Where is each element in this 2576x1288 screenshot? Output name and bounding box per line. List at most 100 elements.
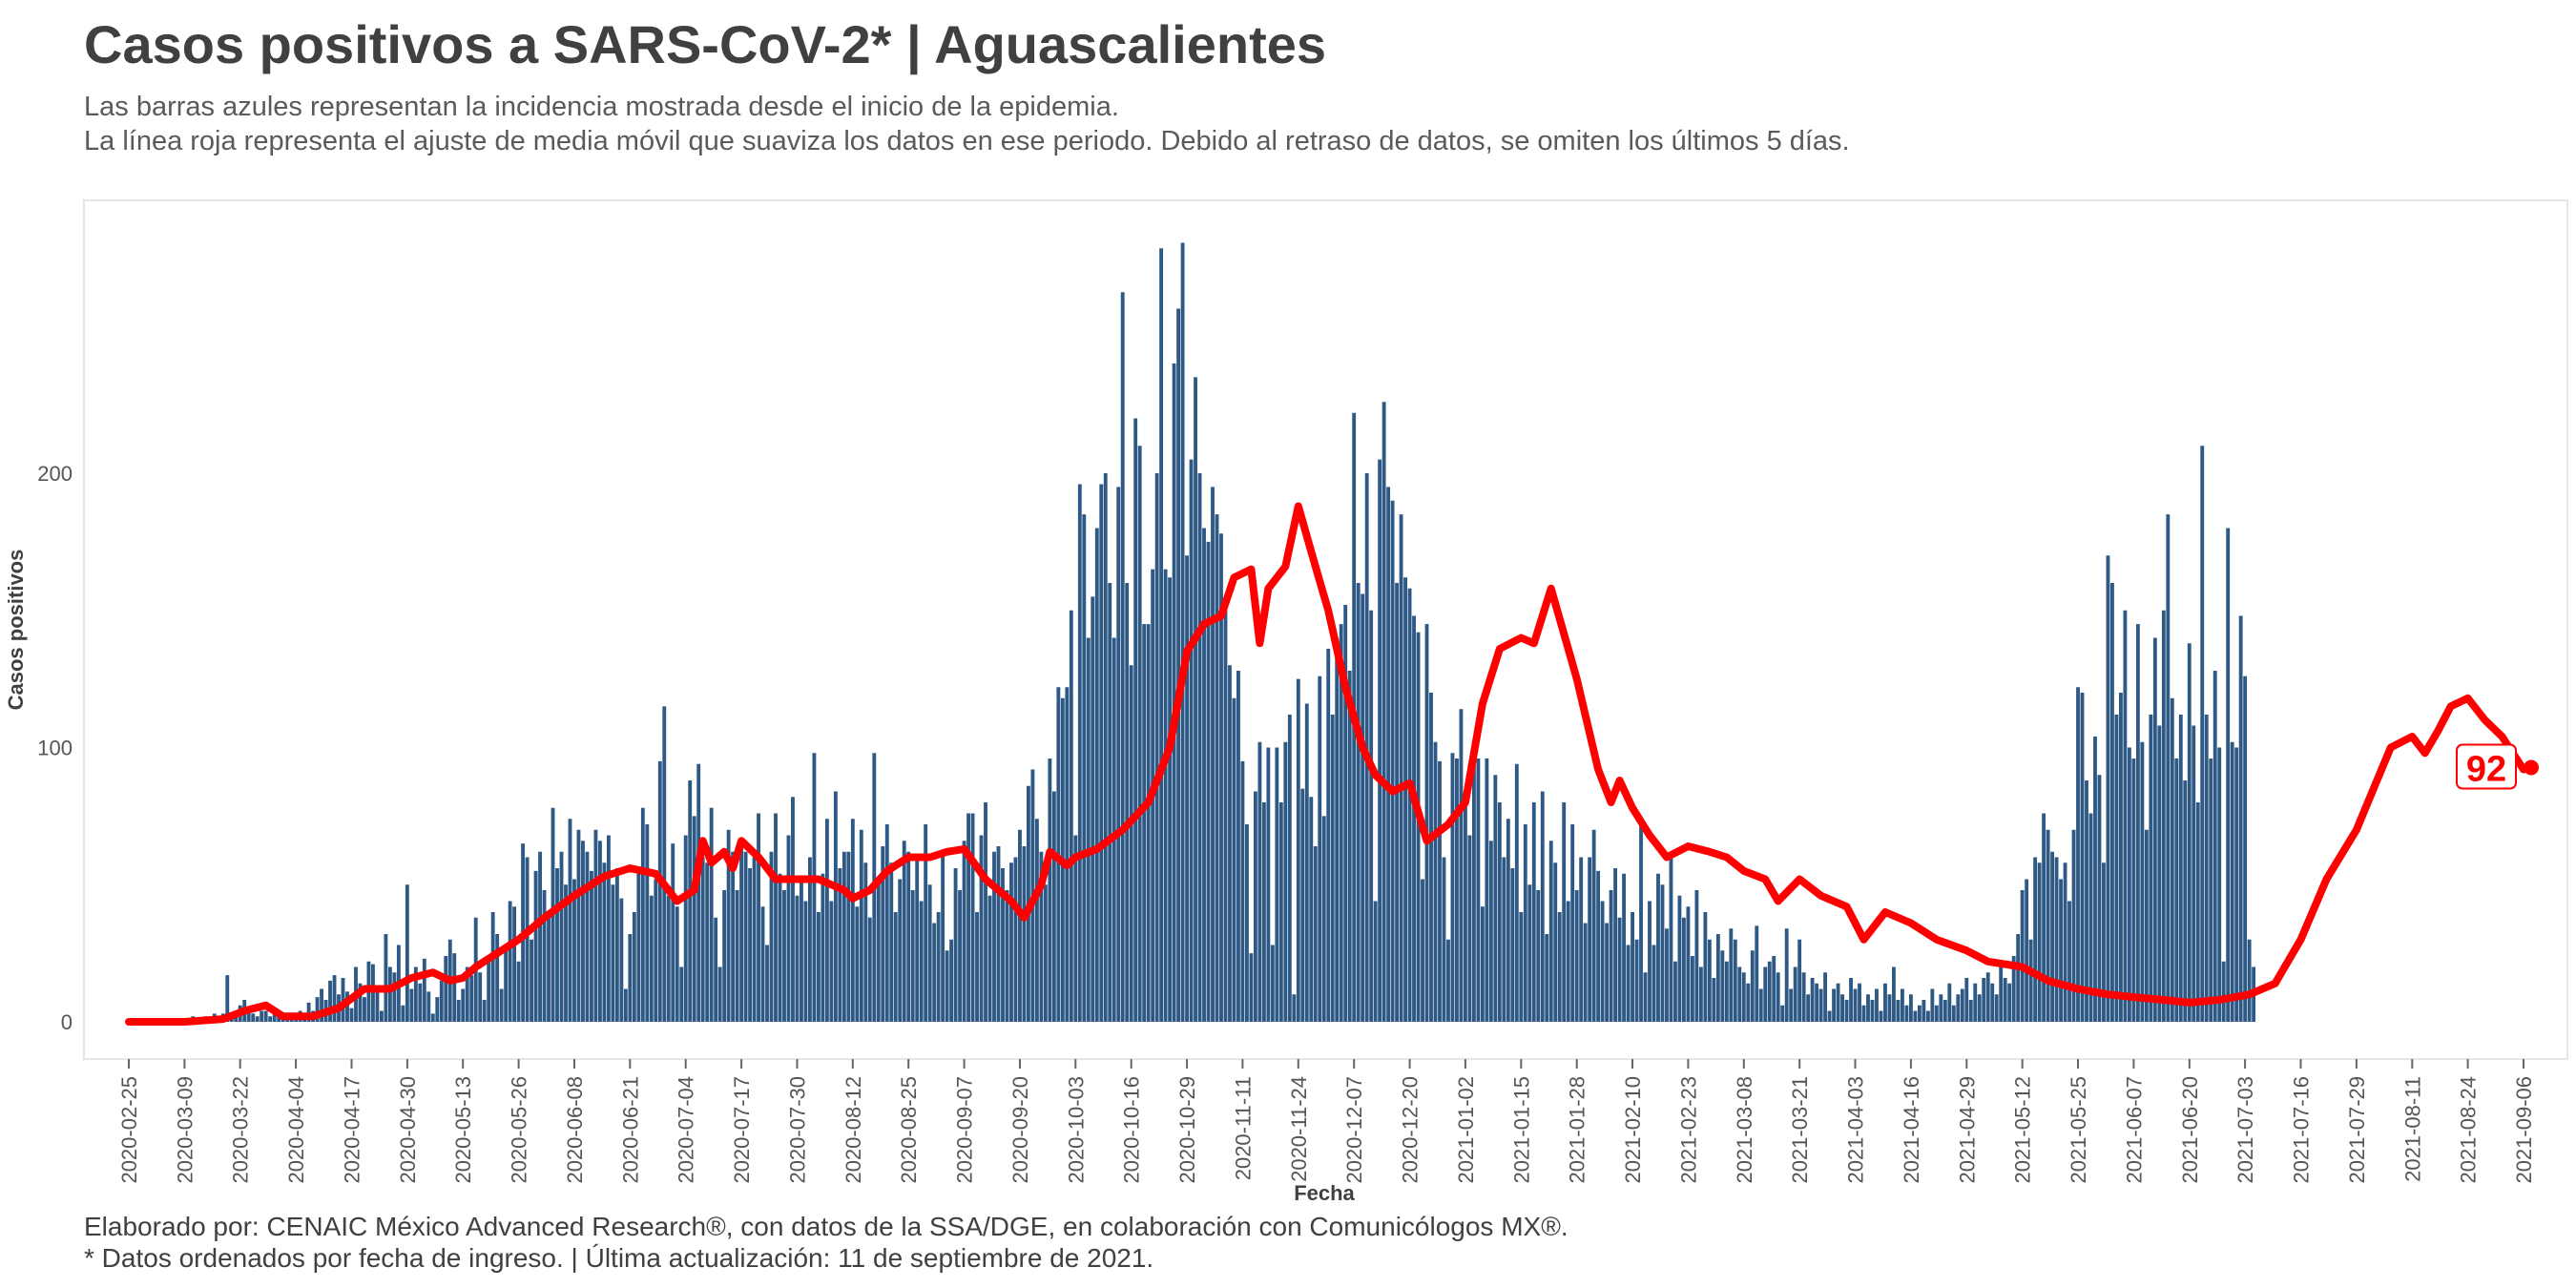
bar (654, 879, 658, 1022)
x-tick-label: 2020-02-25 (117, 1076, 141, 1184)
bar (1399, 514, 1403, 1023)
bar (538, 851, 542, 1022)
bar (824, 819, 829, 1022)
bar (774, 813, 778, 1022)
bar (1750, 950, 1755, 1022)
bar (1609, 890, 1613, 1022)
bar (1626, 945, 1631, 1022)
bar (512, 906, 517, 1022)
bar (760, 906, 765, 1022)
bar (945, 950, 949, 1022)
bar (628, 934, 633, 1022)
bar (2011, 956, 2016, 1022)
bar (1605, 923, 1610, 1022)
bar (1901, 988, 1904, 1022)
bar (1086, 637, 1091, 1022)
bar (1424, 624, 1429, 1023)
bar (1395, 583, 1400, 1022)
x-tick-label: 2020-04-17 (341, 1076, 364, 1184)
bar (833, 791, 838, 1022)
bar (1228, 665, 1232, 1022)
bar (1548, 841, 1553, 1022)
bar (452, 953, 457, 1023)
x-tick-label: 2020-06-08 (563, 1076, 587, 1184)
bar (1476, 758, 1481, 1022)
bar (1793, 966, 1797, 1022)
bar (2170, 697, 2174, 1022)
x-axis-title: Fecha (1294, 1181, 1355, 1205)
x-tick-label: 2020-05-26 (508, 1076, 531, 1184)
bar (1292, 994, 1297, 1022)
bar (371, 964, 375, 1023)
bar (2187, 643, 2192, 1022)
bar (525, 857, 530, 1022)
bar (1176, 308, 1181, 1022)
chart-subtitle-line-1: Las barras azules representan la inciden… (84, 92, 1119, 122)
bar (1698, 966, 1703, 1022)
bar (1772, 956, 1776, 1022)
bar (1588, 857, 1592, 1022)
bar (495, 934, 500, 1022)
bar (487, 956, 491, 1022)
bar (898, 879, 903, 1022)
bar (1185, 555, 1189, 1022)
bar (593, 829, 598, 1022)
bar (263, 1010, 268, 1022)
bar (1386, 487, 1391, 1023)
bar (1994, 994, 1999, 1022)
bar (1956, 994, 1961, 1022)
x-tick-label: 2021-04-29 (1955, 1076, 1979, 1184)
bar (1669, 857, 1673, 1022)
bar (387, 966, 392, 1022)
bar (679, 966, 684, 1022)
bar (1925, 1010, 1930, 1022)
bar (2226, 528, 2231, 1022)
bar (1120, 292, 1125, 1022)
bar (1330, 715, 1335, 1022)
bar (1051, 791, 1056, 1022)
bar (456, 1000, 461, 1022)
y-axis: 0 100 200 (37, 462, 73, 1034)
bar (2200, 446, 2205, 1022)
bar (1197, 473, 1202, 1022)
bar (726, 829, 731, 1022)
x-tick-label: 2021-08-11 (2400, 1076, 2424, 1182)
bar (1240, 760, 1245, 1023)
bar (1715, 934, 1720, 1022)
bar (924, 824, 928, 1022)
bar (2135, 624, 2140, 1023)
x-tick-label: 2021-07-29 (2345, 1076, 2369, 1184)
moving-average-line (125, 502, 2527, 1026)
bar (717, 966, 722, 1022)
bar (970, 813, 975, 1022)
bar (1168, 577, 1173, 1022)
bar (1531, 802, 1536, 1022)
bar (1412, 615, 1416, 1022)
bar (1519, 912, 1524, 1022)
bar (1712, 978, 1716, 1022)
bar (1737, 966, 1742, 1022)
bar (306, 1002, 311, 1023)
bar (1930, 988, 1935, 1022)
x-tick-label: 2021-04-03 (1844, 1076, 1868, 1184)
x-tick-label: 2020-07-17 (730, 1076, 754, 1184)
x-tick-label: 2020-11-11 (1231, 1076, 1255, 1180)
bar (1866, 994, 1870, 1022)
x-tick-label: 2020-07-04 (675, 1076, 698, 1184)
bar (1180, 242, 1185, 1022)
bar (1703, 912, 1708, 1022)
moving-average-end-label: 92 (2456, 743, 2517, 790)
bar (1960, 988, 1964, 1022)
bar (2085, 780, 2088, 1022)
bar (1724, 961, 1729, 1022)
bar (1840, 994, 1844, 1022)
bar (932, 923, 937, 1022)
bar (1094, 528, 1099, 1022)
bar (426, 991, 431, 1023)
bar (962, 841, 966, 1022)
bar (1523, 824, 1527, 1022)
bar (1194, 377, 1197, 1023)
bar (568, 819, 572, 1022)
bar (700, 857, 705, 1022)
x-tick-label: 2020-09-20 (1008, 1076, 1032, 1184)
